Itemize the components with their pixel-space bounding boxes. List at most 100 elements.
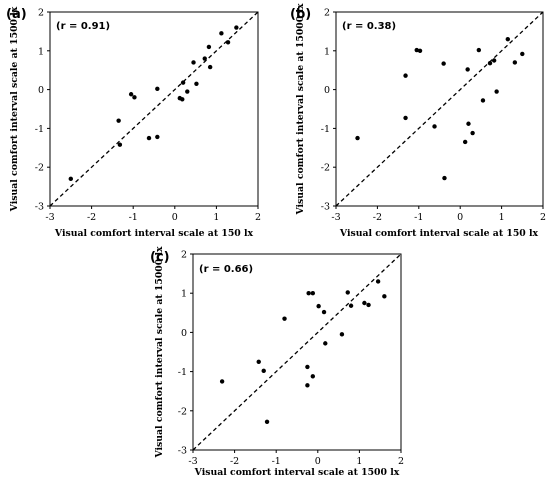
y-tick-label: 2 [181,250,187,261]
data-point [462,139,468,145]
x-axis-title: Visual comfort interval scale at 150 lx [54,228,254,239]
data-point [321,309,327,315]
data-point [339,332,345,337]
correlation-annotation: (r = 0.66) [199,264,253,275]
x-tick-label: -2 [373,212,382,223]
panel-label: (c) [150,250,170,265]
reference-line-group [335,11,544,207]
data-point [487,61,493,66]
data-point [403,115,408,121]
data-point [207,64,213,70]
data-point [117,142,123,147]
data-point [494,89,499,94]
points-group [219,279,387,424]
data-point [146,135,152,141]
y-tick-label: -1 [178,367,187,378]
x-tick-label: -2 [87,212,96,223]
correlation-annotation: (r = 0.91) [56,21,110,32]
data-point [116,118,121,123]
data-point [261,368,266,374]
points-group [68,25,239,182]
x-tick-label: 1 [499,212,505,223]
data-point [68,176,74,182]
data-point [375,279,381,284]
data-point [202,56,207,61]
data-point [155,134,160,140]
x-ticks-group: -3 -2 -1 0 1 2 [331,206,546,223]
panel-b: (b) -3 -2 -1 0 1 2 -3 -2 -1 0 1 2 (r = 0.38) Visua… [290,3,546,239]
x-tick-label: -2 [230,456,239,467]
x-tick-label: 2 [540,212,546,223]
x-tick-label: 0 [172,212,178,223]
data-point [306,291,311,296]
reference-line-group [192,253,402,451]
data-point [512,60,518,65]
data-point [256,359,261,364]
data-point [505,36,511,42]
panel-label: (a) [6,7,27,22]
data-point [191,60,196,65]
data-point [180,97,185,102]
data-point [316,303,321,309]
y-tick-label: 1 [38,46,44,57]
data-point [442,175,447,181]
y-tick-label: -2 [178,406,187,417]
data-point [348,303,354,308]
x-tick-label: 0 [315,456,321,467]
data-point [180,80,186,85]
data-point [219,31,224,36]
y-tick-label: -3 [178,446,187,457]
y-ticks-group: -3 -2 -1 0 1 2 [321,8,336,213]
y-tick-label: 2 [324,8,330,19]
data-point [282,316,287,321]
x-axis-title: Visual comfort interval scale at 150 lx [339,228,539,239]
x-tick-label: -3 [188,456,197,467]
y-tick-label: -3 [35,202,44,213]
y-tick-label: -2 [321,163,330,174]
data-point [194,81,199,86]
panel-a: (a) -3 -2 -1 0 1 2 -3 -2 -1 0 1 2 (r = 0.91) Visua… [6,6,261,239]
y-tick-label: -1 [321,124,330,135]
y-tick-label: 1 [324,46,330,57]
x-tick-label: 0 [457,212,463,223]
x-tick-label: 2 [398,456,404,467]
data-point [466,121,471,126]
x-tick-label: 1 [213,212,219,223]
data-point [520,51,525,57]
y-tick-label: 0 [181,328,187,339]
reference-line [49,11,259,207]
x-axis-title: Visual comfort interval scale at 1500 lx [194,467,400,478]
data-point [414,47,419,53]
data-point [362,300,367,306]
y-ticks-group: -3 -2 -1 0 1 2 [178,250,193,457]
data-point [225,40,231,45]
data-point [432,124,437,129]
data-point [382,294,387,299]
data-point [491,58,497,63]
y-ticks-group: -3 -2 -1 0 1 2 [35,8,50,213]
plot-frame [192,253,402,451]
data-point [417,48,423,53]
data-point [185,89,190,94]
x-tick-label: 1 [356,456,362,467]
data-point [480,98,486,103]
panel-label: (b) [290,7,311,22]
data-point [476,47,482,53]
x-tick-label: 2 [255,212,261,223]
data-point [403,73,408,78]
y-tick-label: 2 [38,8,44,19]
data-point [305,364,310,370]
y-tick-label: 0 [38,85,44,96]
plot-frame [335,11,544,207]
data-point [219,379,225,384]
y-tick-label: 0 [324,85,330,96]
data-point [128,92,134,97]
plot-frame [49,11,259,207]
x-tick-label: -1 [414,212,423,223]
y-tick-label: 1 [181,289,187,300]
data-point [234,25,239,30]
y-tick-label: -2 [35,163,44,174]
data-point [310,374,316,379]
data-point [366,302,371,308]
